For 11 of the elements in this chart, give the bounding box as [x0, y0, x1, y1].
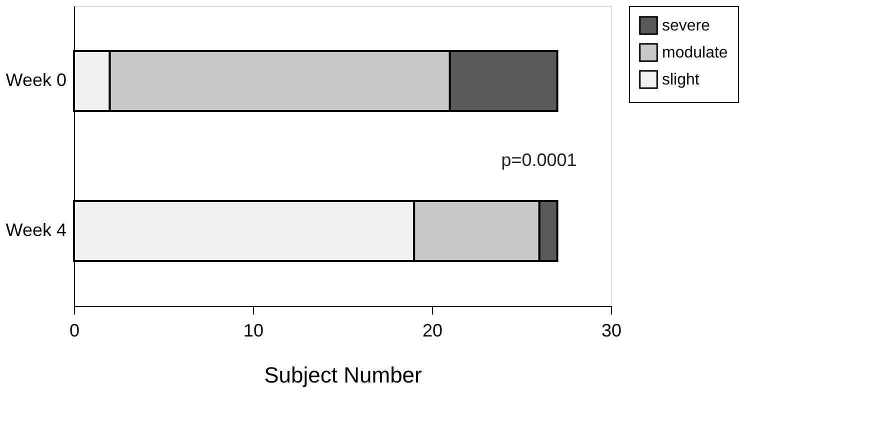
legend-label: modulate: [662, 44, 728, 62]
y-tick-label: Week 4: [6, 220, 66, 240]
x-tick-label: 0: [69, 320, 80, 340]
annotation: p=0.0001: [501, 150, 577, 170]
x-tick-label: 30: [601, 320, 622, 340]
legend-label: slight: [662, 72, 700, 88]
x-tick-label: 20: [422, 320, 443, 340]
x-tick-label: 10: [243, 320, 264, 340]
legend-label: severe: [662, 18, 710, 34]
x-axis-title: Subject Number: [264, 362, 422, 388]
y-tick-label: Week 0: [6, 70, 66, 90]
